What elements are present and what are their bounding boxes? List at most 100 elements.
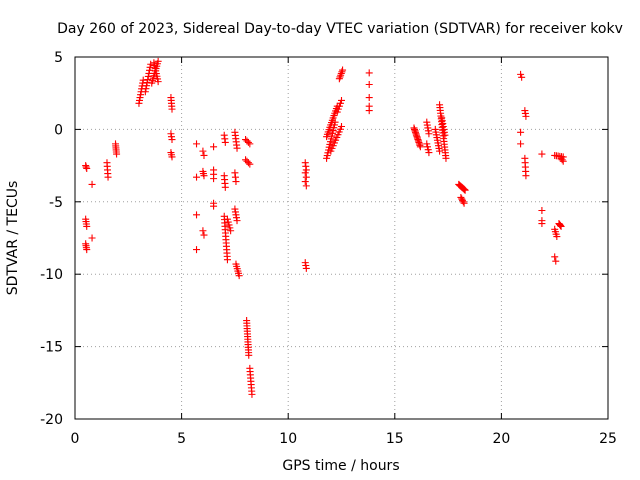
data-point [337, 71, 345, 79]
data-point [425, 130, 433, 138]
data-point [336, 99, 344, 107]
data-point [556, 221, 564, 229]
data-point [200, 151, 208, 159]
data-point [244, 159, 252, 167]
data-point [517, 70, 525, 78]
data-point [193, 211, 201, 219]
data-point [200, 172, 208, 180]
data-point [244, 138, 252, 146]
data-point [139, 76, 147, 84]
data-points [82, 57, 567, 398]
y-tick-label: 0 [54, 122, 63, 138]
data-point [154, 57, 162, 65]
data-point [245, 351, 253, 359]
data-point [424, 146, 432, 154]
data-point [199, 227, 207, 235]
data-point [441, 131, 449, 139]
data-point [337, 70, 345, 78]
data-point [221, 138, 229, 146]
data-point [459, 198, 467, 206]
data-point [143, 82, 151, 90]
data-point [458, 196, 466, 204]
y-tick-label: 5 [54, 50, 63, 66]
data-point [365, 94, 373, 102]
data-point [168, 136, 176, 144]
data-point [557, 222, 565, 230]
data-point [233, 217, 241, 225]
data-point [226, 224, 234, 232]
chart-title: Day 260 of 2023, Sidereal Day-to-day VTE… [57, 21, 623, 37]
axis-ticks [74, 56, 609, 420]
data-point [339, 66, 347, 74]
data-point [338, 96, 345, 104]
data-point [83, 246, 91, 254]
data-point [248, 390, 256, 398]
x-axis-label: GPS time / hours [282, 458, 399, 474]
data-point [538, 150, 546, 158]
x-tick-label: 10 [279, 431, 297, 447]
y-tick-label: -20 [40, 412, 63, 428]
data-point [168, 153, 176, 161]
data-point [517, 128, 525, 136]
data-point [425, 149, 433, 157]
data-point [416, 143, 424, 151]
data-point [113, 150, 121, 158]
y-tick-label: -10 [40, 267, 63, 283]
data-point [302, 173, 310, 181]
data-point [193, 140, 201, 148]
y-tick-label: -5 [49, 195, 63, 211]
grid-lines [75, 57, 608, 419]
data-point [302, 166, 310, 174]
data-point [246, 160, 254, 168]
data-point [83, 222, 91, 230]
y-axis-label: SDTVAR / TECUs [5, 181, 21, 296]
data-point [335, 75, 343, 83]
data-point [199, 147, 207, 155]
data-point [142, 85, 150, 93]
data-point [88, 234, 96, 242]
data-point [336, 73, 344, 81]
data-point [558, 156, 566, 164]
data-point [232, 178, 240, 186]
data-point [552, 257, 560, 265]
data-point [333, 108, 341, 116]
data-point [83, 164, 91, 172]
data-point [460, 186, 468, 194]
data-point [146, 66, 154, 74]
data-point [210, 202, 218, 210]
data-point [104, 173, 112, 181]
data-point [301, 169, 309, 177]
data-point [225, 221, 233, 229]
y-tick-labels: -20 -15 -10 -5 0 5 [40, 50, 63, 428]
data-point [146, 63, 154, 71]
data-point [144, 72, 152, 80]
data-point [522, 172, 530, 180]
data-point [233, 144, 241, 152]
y-tick-label: -15 [40, 340, 63, 356]
data-point [517, 140, 525, 148]
data-point [553, 233, 561, 241]
data-point [223, 256, 231, 264]
data-point [461, 186, 469, 194]
data-point [227, 227, 235, 235]
data-point [538, 206, 546, 214]
data-point [460, 185, 468, 193]
plot-frame [74, 56, 609, 420]
data-point [457, 193, 465, 201]
data-point [88, 180, 96, 188]
data-point [210, 143, 218, 151]
data-point [365, 81, 373, 89]
x-tick-label: 25 [599, 431, 617, 447]
data-point [458, 195, 466, 203]
data-point [423, 140, 431, 148]
data-point [518, 73, 526, 81]
data-point [193, 173, 201, 181]
x-tick-label: 5 [177, 431, 186, 447]
data-point [335, 102, 343, 110]
data-point [200, 231, 208, 239]
data-point [436, 147, 444, 155]
data-point [141, 88, 149, 96]
data-point [338, 68, 346, 76]
data-point [168, 105, 176, 113]
